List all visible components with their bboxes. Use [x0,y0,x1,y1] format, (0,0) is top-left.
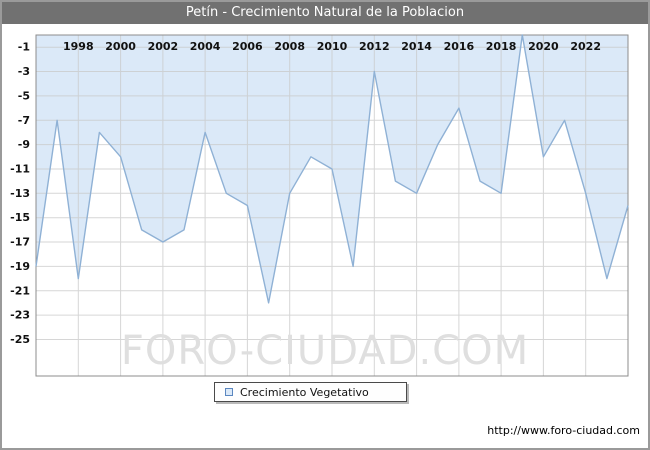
y-tick-label: -7 [18,114,30,127]
y-tick-label: -25 [10,333,30,346]
y-tick-label: -15 [10,211,30,224]
x-tick-label: 2004 [190,40,221,53]
x-tick-label: 2000 [105,40,136,53]
x-tick-label: 2016 [444,40,475,53]
x-tick-label: 2018 [486,40,517,53]
x-tick-label: 2010 [317,40,348,53]
y-tick-label: -1 [18,41,30,54]
x-tick-label: 1998 [63,40,94,53]
x-tick-label: 2022 [570,40,601,53]
x-tick-label: 2020 [528,40,559,53]
x-tick-label: 2002 [148,40,179,53]
gridlines [36,35,628,376]
y-tick-label: -13 [10,187,30,200]
x-tick-label: 2012 [359,40,390,53]
footer-url: http://www.foro-ciudad.com [487,424,640,437]
x-tick-label: 2006 [232,40,263,53]
chart-canvas: 1998 2000 2002 2004 2006 2008 2010 2012 2014 2016… [10,34,629,377]
legend-box: Crecimiento Vegetativo [214,382,407,402]
y-tick-label: -3 [18,65,30,78]
x-tick-label: 2014 [401,40,432,53]
axis-labels: 1998 2000 2002 2004 2006 2008 2010 2012 2014 2016… [10,40,601,346]
title-bar: Petín - Crecimiento Natural de la Poblac… [2,2,648,24]
legend-label: Crecimiento Vegetativo [240,385,369,399]
y-tick-label: -17 [10,236,30,249]
y-tick-label: -21 [10,284,30,297]
line-series [35,34,629,304]
y-tick-label: -19 [10,260,30,273]
y-tick-label: -23 [10,309,30,322]
y-tick-label: -11 [10,163,30,176]
legend-swatch-icon [225,388,233,396]
x-tick-label: 2008 [274,40,305,53]
y-tick-label: -9 [18,138,30,151]
y-tick-label: -5 [18,89,30,102]
